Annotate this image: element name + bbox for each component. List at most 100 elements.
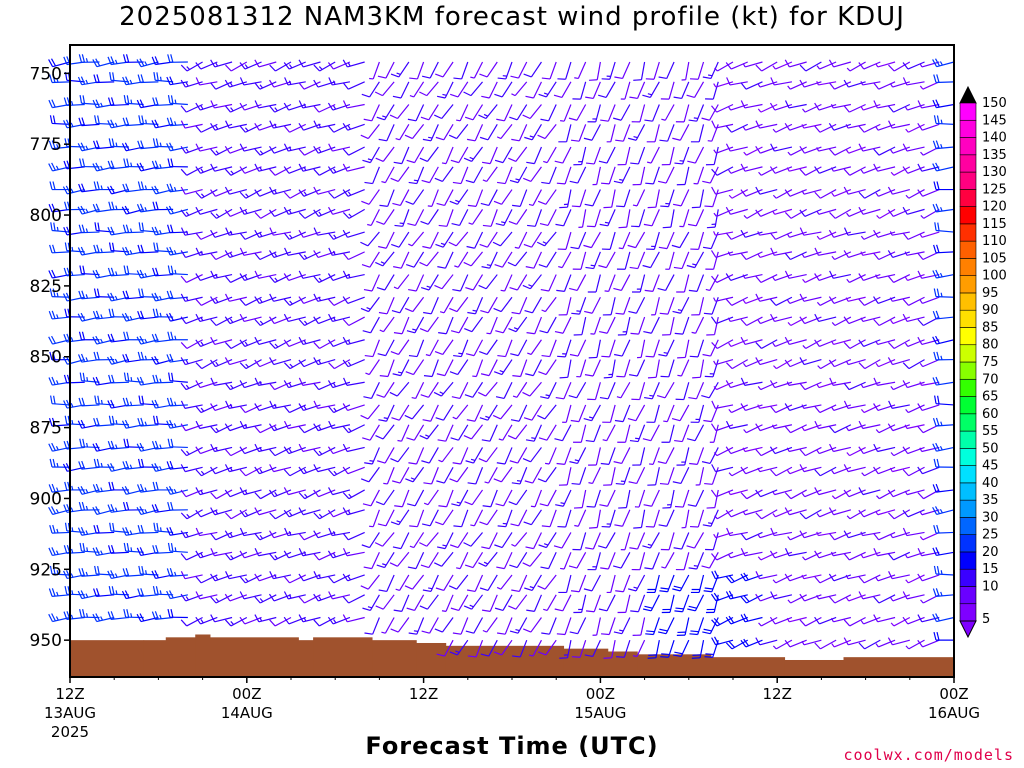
wind-barb — [843, 464, 866, 473]
wind-barb — [772, 273, 793, 281]
wind-barb — [137, 140, 159, 150]
wind-barb — [860, 103, 881, 111]
wind-barb — [843, 381, 866, 391]
wind-barb — [620, 81, 631, 100]
wind-barb — [421, 274, 439, 291]
wind-barb — [695, 467, 705, 486]
wind-barb — [743, 146, 763, 156]
wind-barb — [224, 551, 248, 561]
wind-barb — [816, 61, 837, 70]
wind-barb — [152, 97, 174, 107]
wind-barb — [180, 208, 203, 217]
wind-barb — [511, 296, 528, 315]
wind-barb — [393, 251, 410, 269]
wind-barb — [480, 639, 498, 657]
wind-barb — [93, 417, 115, 427]
wind-barb — [585, 146, 601, 165]
wind-barb — [801, 404, 822, 409]
wind-barb — [342, 548, 365, 557]
wind-barb — [704, 359, 719, 378]
wind-barb — [643, 316, 660, 334]
wind-barb — [873, 614, 896, 623]
wind-barb — [342, 594, 365, 604]
wind-barb — [210, 188, 233, 197]
wind-barb — [92, 547, 115, 557]
wind-barb — [391, 404, 410, 421]
wind-barb — [711, 464, 734, 473]
wind-barb — [449, 296, 469, 313]
wind-barb — [439, 296, 454, 314]
wind-barb — [742, 273, 763, 279]
wind-barb — [48, 310, 71, 320]
wind-barb — [860, 404, 881, 414]
colorbar-label: 135 — [982, 148, 1007, 163]
wind-barb — [479, 339, 498, 356]
wind-barb — [615, 574, 631, 593]
wind-barb — [342, 316, 365, 327]
wind-barb — [770, 313, 793, 323]
colorbar-label: 115 — [982, 217, 1007, 232]
wind-barb — [225, 509, 248, 520]
wind-barb — [799, 357, 822, 366]
wind-barb — [49, 565, 71, 576]
wind-barb — [703, 404, 719, 423]
wind-barb — [659, 297, 675, 315]
wind-barb — [673, 81, 690, 100]
wind-barb — [254, 594, 277, 604]
wind-barb — [725, 123, 748, 133]
wind-barb — [919, 446, 940, 453]
wind-barb — [829, 208, 852, 219]
wind-barb — [389, 104, 410, 120]
wind-barb — [645, 617, 660, 636]
wind-barb — [108, 415, 129, 426]
wind-barb — [239, 359, 262, 370]
wind-barb — [478, 447, 498, 463]
wind-barb — [613, 166, 631, 184]
wind-barb — [769, 616, 793, 625]
wind-barb — [873, 466, 896, 475]
wind-barb — [740, 316, 763, 327]
wind-barb — [195, 509, 218, 518]
wind-barb — [210, 296, 233, 304]
wind-barb — [642, 594, 660, 612]
wind-barb — [514, 231, 528, 249]
wind-barb — [583, 574, 601, 592]
wind-barb — [873, 163, 896, 172]
wind-barb — [933, 74, 955, 84]
wind-barb — [701, 552, 719, 569]
wind-barb — [932, 588, 955, 597]
wind-barb — [728, 466, 749, 477]
wind-barb — [298, 296, 321, 304]
wind-barb — [558, 124, 572, 143]
wind-barb — [598, 81, 616, 99]
wind-barb — [615, 124, 631, 142]
wind-barb — [269, 446, 292, 457]
wind-barb — [887, 489, 911, 498]
credit-link[interactable]: coolwx.com/models — [843, 746, 1014, 764]
wind-barb — [601, 61, 616, 80]
wind-barb — [166, 183, 188, 193]
wind-barb — [713, 446, 734, 457]
wind-barb — [497, 339, 513, 358]
wind-barb — [660, 532, 675, 551]
wind-barb — [873, 296, 896, 304]
wind-barb — [601, 617, 616, 636]
wind-barb — [843, 103, 866, 113]
wind-barb — [494, 146, 513, 164]
wind-barb — [817, 359, 837, 370]
wind-barb — [888, 120, 910, 129]
y-tick-label: 850 — [30, 348, 62, 368]
wind-barb — [390, 166, 410, 182]
wind-barb — [902, 591, 925, 600]
wind-barb — [584, 359, 601, 377]
wind-barb — [674, 424, 690, 443]
terrain-segment-15 — [843, 657, 955, 677]
wind-barb — [313, 208, 336, 217]
wind-barb — [342, 424, 365, 434]
wind-barb — [195, 420, 218, 430]
wind-barb — [661, 594, 675, 614]
wind-barb — [538, 532, 557, 549]
wind-barb — [239, 487, 262, 496]
wind-barb — [165, 486, 189, 495]
wind-barb — [831, 639, 852, 648]
